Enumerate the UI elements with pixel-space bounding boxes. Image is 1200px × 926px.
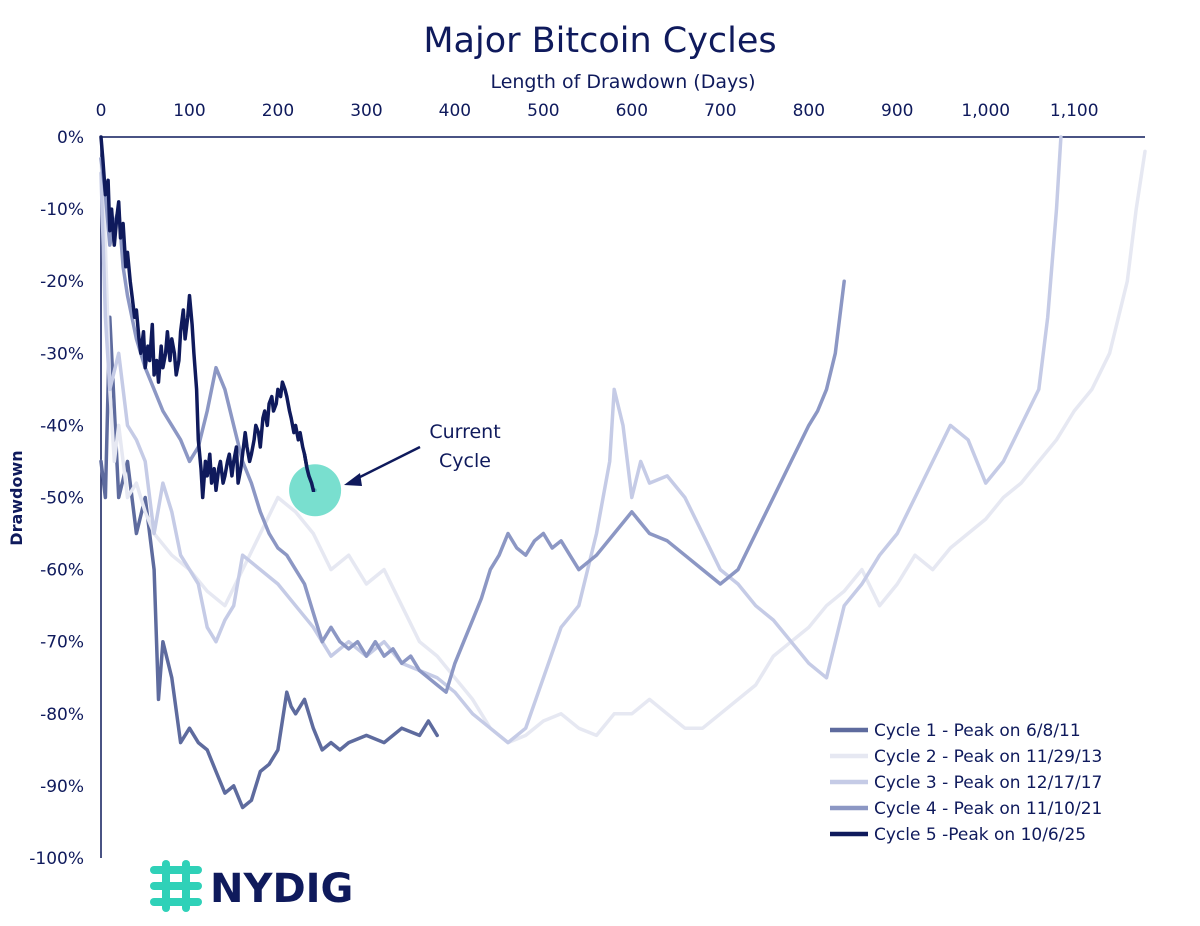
y-tick-label: -40% (40, 416, 84, 436)
x-tick-label: 1,100 (1050, 101, 1099, 121)
nydig-logo: NYDIG (150, 860, 353, 912)
y-axis-ticks: 0% -10% -20% -30% -40% -50% -60% -70% -80% -90% -1… (29, 128, 84, 869)
x-tick-label: 400 (439, 101, 471, 121)
x-tick-label: 0 (96, 101, 107, 121)
y-tick-label: -90% (40, 777, 84, 797)
legend-label: Cycle 2 - Peak on 11/29/13 (874, 747, 1102, 767)
series-lines (99, 135, 1147, 810)
chart-title: Major Bitcoin Cycles (423, 21, 776, 61)
x-tick-label: 600 (616, 101, 648, 121)
callout-line-2: Cycle (439, 450, 491, 472)
legend-label: Cycle 1 - Peak on 6/8/11 (874, 721, 1081, 741)
y-tick-label: -50% (40, 489, 84, 509)
current-cycle-callout: Current Cycle (344, 421, 501, 486)
y-tick-label: -60% (40, 561, 84, 581)
x-tick-label: 900 (881, 101, 913, 121)
y-tick-label: -100% (29, 849, 84, 869)
legend-label: Cycle 4 - Peak on 11/10/21 (874, 799, 1102, 819)
logo-text: NYDIG (210, 866, 353, 912)
series-line-cycle-5 (99, 135, 317, 500)
y-tick-label: -80% (40, 705, 84, 725)
x-tick-label: 1,000 (961, 101, 1010, 121)
x-tick-label: 100 (173, 101, 205, 121)
y-tick-label: -30% (40, 344, 84, 364)
x-axis-label: Length of Drawdown (Days) (490, 71, 755, 93)
series-line-cycle-2 (99, 149, 1147, 745)
series-line-cycle-1 (99, 315, 439, 810)
x-tick-label: 500 (527, 101, 559, 121)
y-tick-label: -70% (40, 633, 84, 653)
y-tick-label: 0% (57, 128, 84, 148)
x-tick-label: 300 (350, 101, 382, 121)
x-tick-label: 800 (793, 101, 825, 121)
series-line-cycle-3 (99, 135, 1063, 745)
x-tick-label: 700 (704, 101, 736, 121)
nydig-logo-icon (150, 860, 202, 912)
current-cycle-highlight (289, 464, 342, 517)
y-tick-label: -20% (40, 272, 84, 292)
y-tick-label: -10% (40, 200, 84, 220)
y-axis-label: Drawdown (7, 450, 26, 545)
current-cycle-endpoint (302, 453, 316, 493)
callout-arrow-head (344, 473, 362, 486)
legend-label: Cycle 5 -Peak on 10/6/25 (874, 825, 1086, 845)
callout-line-1: Current (429, 421, 500, 443)
legend-label: Cycle 3 - Peak on 12/17/17 (874, 773, 1102, 793)
x-axis-ticks: 0 100 200 300 400 500 600 700 800 900 1,000 1,100 (96, 101, 1099, 121)
series-line-cycle-4 (99, 156, 846, 694)
legend: Cycle 1 - Peak on 6/8/11 Cycle 2 - Peak o… (830, 721, 1102, 845)
callout-arrow-line (351, 445, 421, 483)
x-tick-label: 200 (262, 101, 294, 121)
